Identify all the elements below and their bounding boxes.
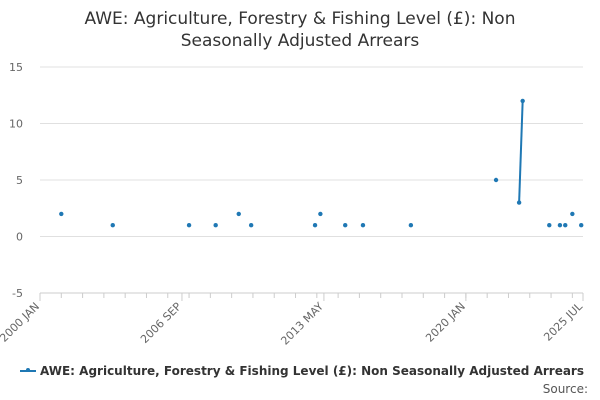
y-tick-label: 10: [9, 118, 23, 131]
series-line-segment: [518, 100, 524, 203]
data-point: [520, 98, 525, 104]
y-tick-label: 5: [16, 174, 23, 187]
legend-label: AWE: Agriculture, Forestry & Fishing Lev…: [40, 364, 584, 378]
data-point: [579, 223, 584, 228]
x-tick-label: 2025 JUL: [541, 299, 585, 343]
y-tick-label: 15: [9, 61, 23, 74]
chart-title: AWE: Agriculture, Forestry & Fishing Lev…: [20, 8, 580, 52]
chart-title-line-1: AWE: Agriculture, Forestry & Fishing Lev…: [84, 9, 516, 29]
data-point: [570, 211, 575, 217]
data-point: [493, 177, 499, 183]
y-tick-label: 0: [16, 231, 23, 244]
x-tick-label: 2006 SEP: [138, 300, 184, 346]
x-tick-label: 2000 JAN: [0, 300, 42, 345]
data-point: [547, 223, 552, 228]
data-point: [360, 223, 366, 228]
data-point: [408, 223, 414, 228]
source-label: Source:: [542, 382, 588, 396]
data-point: [110, 223, 115, 228]
series-layer: [59, 98, 584, 228]
legend[interactable]: AWE: Agriculture, Forestry & Fishing Lev…: [8, 364, 596, 378]
data-point: [312, 223, 318, 228]
data-point: [248, 223, 254, 228]
data-point: [516, 200, 522, 205]
data-point: [236, 211, 241, 217]
data-point: [563, 223, 568, 228]
y-axis: -5 0 5 10 15: [9, 61, 23, 300]
x-axis: 2000 JAN 2006 SEP 2013 MAY 2020 JAN 2025 JUL: [0, 292, 586, 348]
data-point: [186, 223, 192, 228]
data-point: [557, 223, 563, 228]
legend-swatch-icon: [20, 368, 36, 372]
data-point: [59, 211, 64, 217]
data-point: [213, 223, 218, 228]
x-tick-label: 2020 JAN: [423, 300, 468, 345]
x-tick-label: 2013 MAY: [278, 300, 326, 348]
data-point: [318, 211, 323, 217]
y-tick-label: -5: [12, 287, 23, 300]
chart-title-line-2: Seasonally Adjusted Arrears: [180, 31, 420, 51]
data-point: [343, 223, 348, 228]
grid-lines: [40, 66, 583, 294]
